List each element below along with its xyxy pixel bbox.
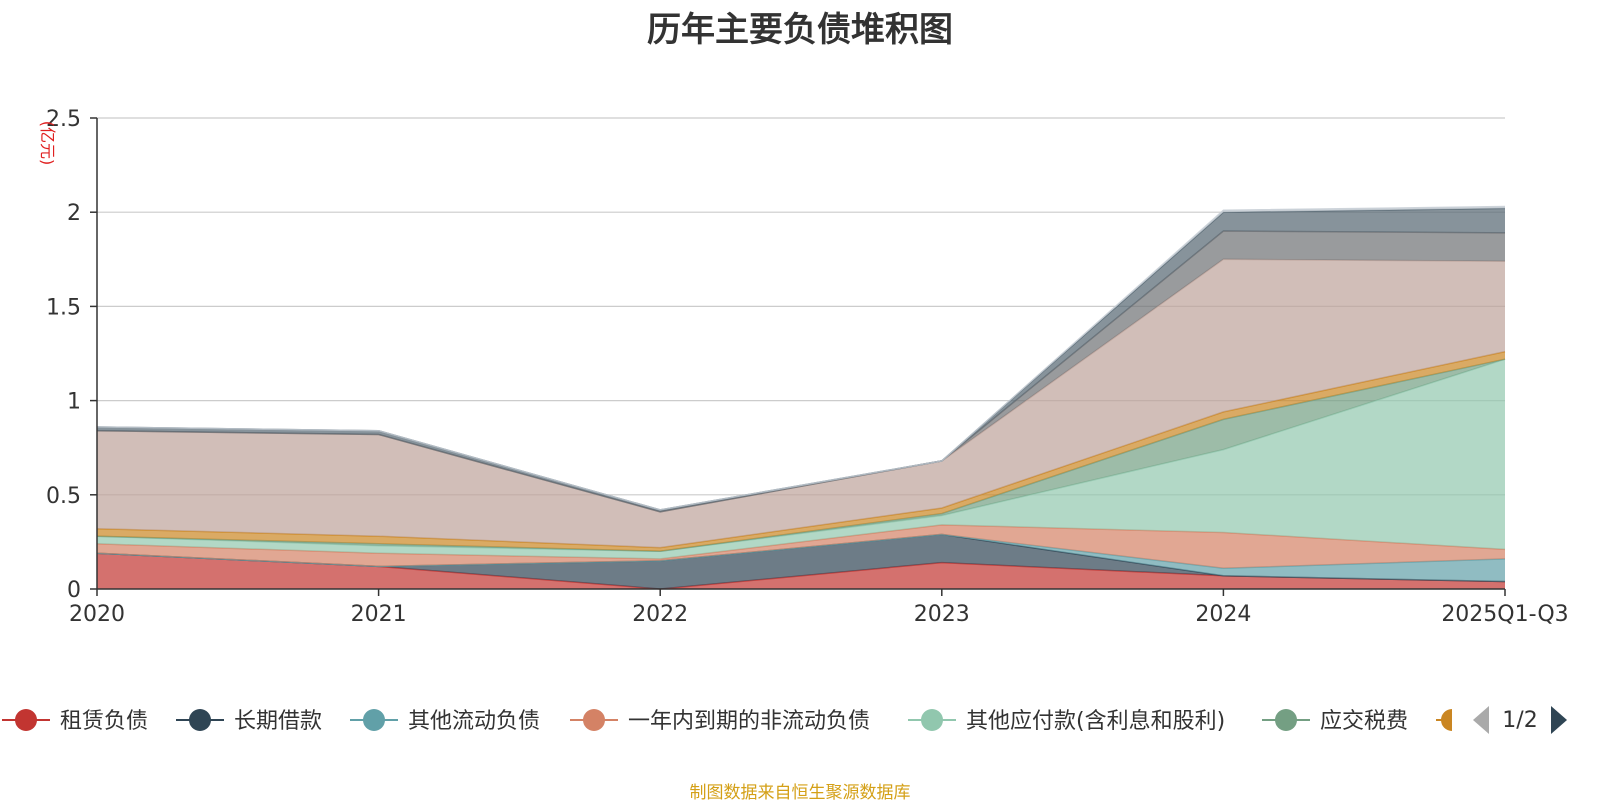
area-series-8 — [97, 259, 1505, 548]
area-series-10 — [97, 208, 1505, 512]
legend-item[interactable]: 一年内到期的非流动负债 — [570, 709, 870, 734]
x-tick-label: 2024 — [1195, 602, 1251, 627]
legend-marker-icon — [1441, 709, 1452, 731]
y-axis-ticks: 0 0.5 1 1.5 2 2.5 — [46, 107, 97, 603]
area-series-5 — [97, 359, 1505, 559]
x-tick-label: 2023 — [914, 602, 970, 627]
legend-marker-icon — [583, 709, 605, 731]
y-tick-label: 0.5 — [46, 484, 81, 509]
area-series-1 — [97, 553, 1505, 589]
legend-marker-icon — [921, 709, 943, 731]
legend-marker-icon — [15, 709, 37, 731]
legend-label: 应交税费 — [1320, 709, 1408, 734]
area-series-4 — [97, 524, 1505, 569]
legend-label: 其他应付款(含利息和股利) — [966, 709, 1225, 734]
legend-label: 一年内到期的非流动负债 — [628, 709, 870, 734]
legend-item[interactable]: 应交税费 — [1262, 709, 1408, 734]
legend-next-page-icon[interactable] — [1551, 706, 1567, 734]
series-line-11 — [96, 205, 1506, 511]
y-tick-label: 2.5 — [46, 107, 81, 132]
legend-pager: 1/2 — [1473, 706, 1567, 734]
legend-label: 其他流动负债 — [408, 709, 540, 734]
legend-prev-page-icon[interactable] — [1473, 706, 1489, 734]
x-tick-label: 2021 — [351, 602, 407, 627]
legend-label: 长期借款 — [234, 709, 322, 734]
area-series-9 — [97, 231, 1505, 512]
y-tick-label: 2 — [67, 201, 81, 226]
legend-item-partial — [1436, 709, 1452, 731]
legend-item[interactable]: 长期借款 — [176, 709, 322, 734]
x-tick-label: 2020 — [69, 602, 125, 627]
chart-title: 历年主要负债堆积图 — [647, 10, 953, 50]
stacked-areas — [96, 205, 1506, 590]
legend-page-indicator: 1/2 — [1502, 708, 1537, 733]
source-note: 制图数据来自恒生聚源数据库 — [689, 783, 911, 803]
y-tick-label: 1.5 — [46, 295, 81, 320]
legend-marker-icon — [189, 709, 211, 731]
y-tick-label: 0 — [67, 578, 81, 603]
x-tick-label: 2022 — [632, 602, 688, 627]
x-axis-ticks: 2020 2021 2022 2023 2024 2025Q1-Q3 — [69, 589, 1569, 627]
legend-label: 租赁负债 — [60, 709, 148, 734]
axes — [96, 118, 1505, 590]
legend: 租赁负债 长期借款 其他流动负债 一年内到期的非流动负债 其他应付款(含利息和股利) 应交… — [2, 709, 1452, 734]
legend-item[interactable]: 其他流动负债 — [350, 709, 540, 734]
area-series-2 — [97, 534, 1505, 589]
y-tick-label: 1 — [67, 390, 81, 415]
series-line-6 — [96, 358, 1506, 553]
y-axis-unit-label: (亿元) — [38, 121, 57, 166]
area-series-3 — [97, 534, 1505, 582]
legend-item[interactable]: 其他应付款(含利息和股利) — [908, 709, 1225, 734]
legend-marker-icon — [363, 709, 385, 731]
legend-marker-icon — [1275, 709, 1297, 731]
legend-item[interactable]: 租赁负债 — [2, 709, 148, 734]
x-tick-label: 2025Q1-Q3 — [1441, 602, 1568, 627]
